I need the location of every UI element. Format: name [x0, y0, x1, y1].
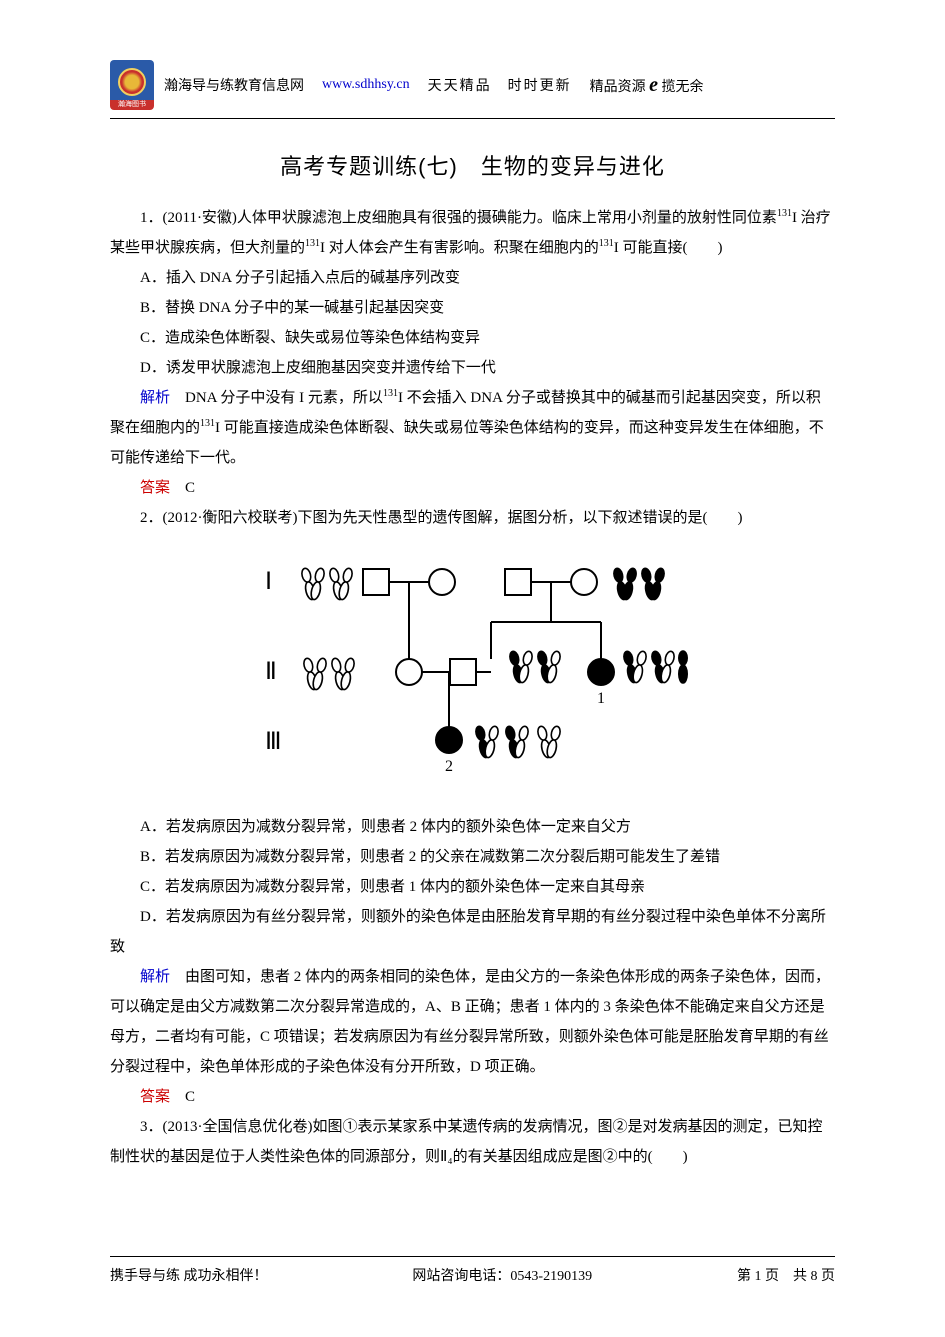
- iii-female-affected: [436, 727, 462, 753]
- q1-exp-c: I 可能直接造成染色体断裂、缺失或易位等染色体结构的变异，而这种变异发生在体细胞…: [110, 420, 824, 466]
- site-url: www.sdhhsy.cn: [322, 77, 410, 93]
- page-title: 高考专题训练(七) 生物的变异与进化: [110, 149, 835, 181]
- i-female-2: [571, 569, 597, 595]
- i-male-1: [363, 569, 389, 595]
- gen-label-1: Ⅰ: [265, 569, 272, 595]
- q2-opt-b: B．若发病原因为减数分裂异常，则患者 2 的父亲在减数第二次分裂后期可能发生了差…: [110, 842, 835, 872]
- q1-opt-c: C．造成染色体断裂、缺失或易位等染色体结构变异: [110, 323, 835, 353]
- q1-stem-d: I 可能直接( ): [614, 240, 723, 256]
- logo-caption: 瀚海图书: [110, 99, 154, 109]
- q2-ans-label: 答案: [140, 1089, 170, 1105]
- q1-opt-d: D．诱发甲状腺滤泡上皮细胞基因突变并遗传给下一代: [110, 353, 835, 383]
- q1-exp-label: 解析: [140, 390, 170, 406]
- pedigree-figure: Ⅰ Ⅱ Ⅲ: [110, 547, 835, 798]
- patient-label-1: 1: [597, 690, 605, 707]
- q1-explanation: 解析 DNA 分子中没有 I 元素，所以131I 不会插入 DNA 分子或替换其…: [110, 383, 835, 473]
- q2-explanation: 解析 由图可知，患者 2 体内的两条相同的染色体，是由父方的一条染色体形成的两条…: [110, 962, 835, 1082]
- q2-opt-c: C．若发病原因为减数分裂异常，则患者 1 体内的额外染色体一定来自其母亲: [110, 872, 835, 902]
- footer-right-a: 第: [737, 1269, 755, 1284]
- ii-female-1: [396, 659, 422, 685]
- footer-right: 第 1 页 共 8 页: [737, 1265, 835, 1285]
- header-text-row: 瀚海导与练教育信息网 www.sdhhsy.cn 天天精品 时时更新 精品资源 …: [164, 74, 704, 97]
- q1-stem-a: 1．(2011·安徽)人体甲状腺滤泡上皮细胞具有很强的摄碘能力。临床上常用小剂量…: [140, 210, 777, 226]
- q1-opt-a: A．插入 DNA 分子引起插入点后的碱基序列改变: [110, 263, 835, 293]
- iso-sup-1: 131: [777, 208, 792, 219]
- site-brand: 精品资源 e 揽无余: [590, 74, 704, 97]
- ii-male-1: [450, 659, 476, 685]
- gen-label-3: Ⅲ: [265, 729, 282, 755]
- q3-stem: 3．(2013·全国信息优化卷)如图①表示某家系中某遗传病的发病情况，图②是对发…: [110, 1112, 835, 1172]
- footer-mid: 网站咨询电话：0543-2190139: [412, 1265, 592, 1285]
- brand-suffix: 揽无余: [658, 80, 704, 95]
- iso-sup-4: 131: [383, 388, 398, 399]
- q1-answer: 答案 C: [110, 473, 835, 503]
- footer-left: 携手导与练 成功永相伴！: [110, 1265, 268, 1285]
- q2-ans: C: [170, 1089, 195, 1105]
- patient-label-2: 2: [445, 758, 453, 775]
- content-body: 1．(2011·安徽)人体甲状腺滤泡上皮细胞具有很强的摄碘能力。临床上常用小剂量…: [110, 203, 835, 1172]
- footer-divider: [110, 1256, 835, 1257]
- q2-exp-label: 解析: [140, 969, 170, 985]
- q1-stem-c: I 对人体会产生有害影响。积聚在细胞内的: [320, 240, 599, 256]
- i-male-2: [505, 569, 531, 595]
- header-divider: [110, 118, 835, 119]
- footer-right-b: 页 共: [761, 1269, 810, 1284]
- site-name: 瀚海导与练教育信息网: [164, 75, 304, 95]
- q2-opt-d: D．若发病原因为有丝分裂异常，则额外的染色体是由胚胎发育早期的有丝分裂过程中染色…: [110, 902, 835, 962]
- brand-prefix: 精品资源: [590, 80, 650, 95]
- ii-female-2-affected: [588, 659, 614, 685]
- q2-answer: 答案 C: [110, 1082, 835, 1112]
- iso-sup-2: 131: [305, 238, 320, 249]
- q1-exp-a: DNA 分子中没有 I 元素，所以: [170, 390, 383, 406]
- i-female-1: [429, 569, 455, 595]
- q1-ans: C: [170, 480, 195, 496]
- q1-opt-b: B．替换 DNA 分子中的某一碱基引起基因突变: [110, 293, 835, 323]
- pedigree-svg: Ⅰ Ⅱ Ⅲ: [253, 547, 693, 787]
- page-footer: 携手导与练 成功永相伴！ 网站咨询电话：0543-2190139 第 1 页 共…: [110, 1256, 835, 1285]
- q1-stem: 1．(2011·安徽)人体甲状腺滤泡上皮细胞具有很强的摄碘能力。临床上常用小剂量…: [110, 203, 835, 263]
- brand-e: e: [649, 74, 658, 96]
- q2-opt-a: A．若发病原因为减数分裂异常，则患者 2 体内的额外染色体一定来自父方: [110, 812, 835, 842]
- site-slogan: 天天精品 时时更新: [428, 75, 572, 95]
- gen-label-2: Ⅱ: [265, 659, 277, 685]
- q2-exp: 由图可知，患者 2 体内的两条相同的染色体，是由父方的一条染色体形成的两条子染色…: [110, 969, 830, 1075]
- iso-sup-5: 131: [200, 418, 215, 429]
- footer-right-c: 页: [817, 1269, 835, 1284]
- page-header: 瀚海图书 瀚海导与练教育信息网 www.sdhhsy.cn 天天精品 时时更新 …: [110, 60, 835, 110]
- q2-stem: 2．(2012·衡阳六校联考)下图为先天性愚型的遗传图解，据图分析，以下叙述错误…: [110, 503, 835, 533]
- q1-ans-label: 答案: [140, 480, 170, 496]
- site-logo: 瀚海图书: [110, 60, 154, 110]
- logo-icon: [118, 68, 146, 96]
- footer-row: 携手导与练 成功永相伴！ 网站咨询电话：0543-2190139 第 1 页 共…: [110, 1265, 835, 1285]
- iso-sup-3: 131: [599, 238, 614, 249]
